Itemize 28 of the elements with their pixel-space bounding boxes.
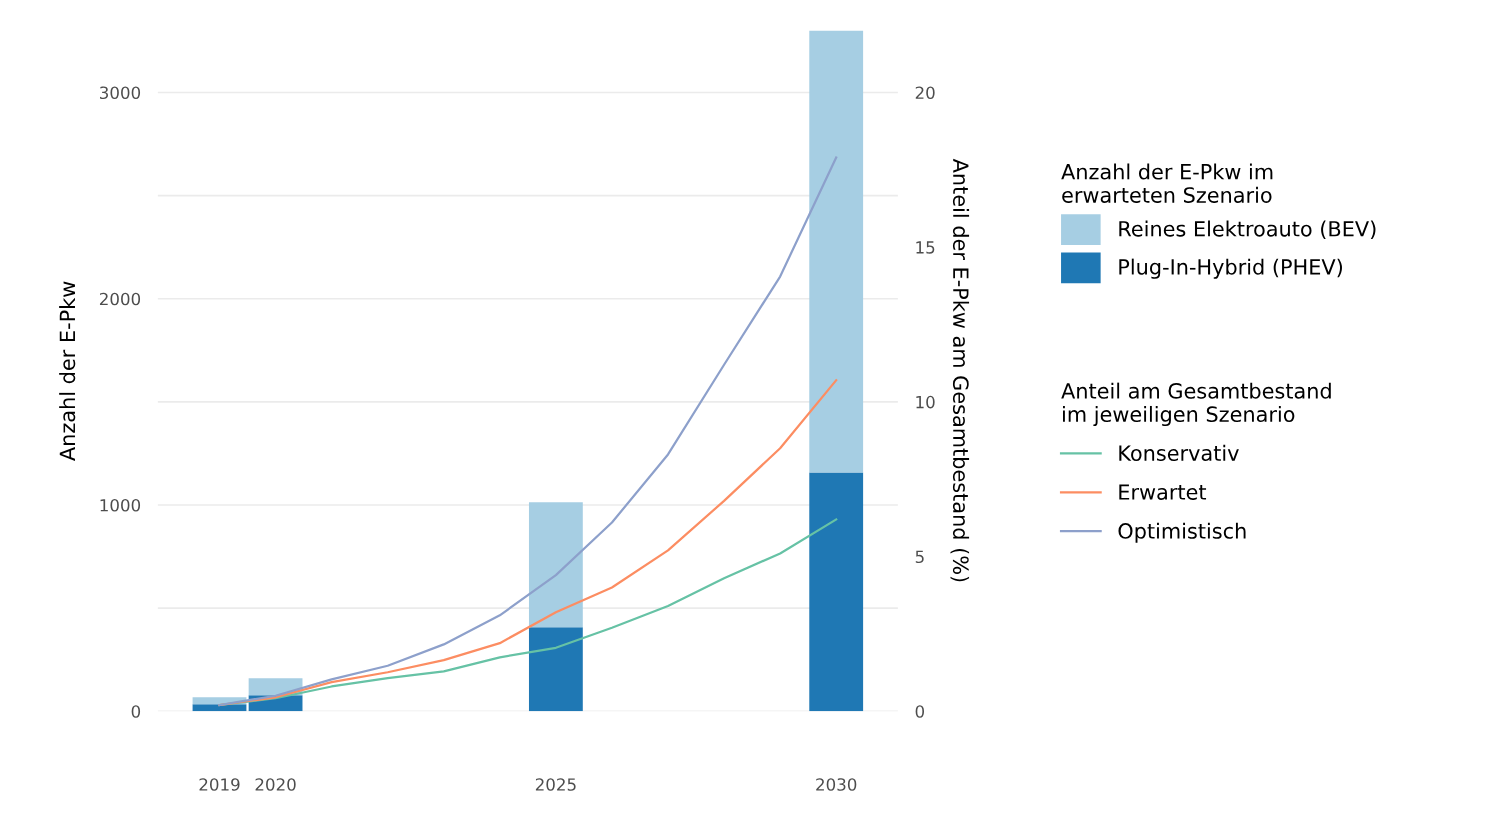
- y2-axis-title: Anteil der E-Pkw am Gesamtbestand (%): [950, 158, 970, 582]
- y2-tick-label: 5: [915, 550, 924, 564]
- bar: [192, 704, 247, 712]
- y-axis-title: Anzahl der E-Pkw: [59, 281, 76, 461]
- legend-label: Reines Elektroauto (BEV): [1119, 220, 1376, 240]
- x-tick-label: 2025: [535, 778, 576, 791]
- line-series: [218, 156, 838, 707]
- y-tick-label: 2000: [99, 292, 141, 306]
- x-tick-label: 2019: [199, 778, 240, 791]
- text: Anteil am Gesamtbestand im jeweiligen Szenario: [1061, 382, 1331, 427]
- legend-label: Plug-In-Hybrid (PHEV): [1119, 258, 1342, 279]
- bar: [528, 627, 583, 712]
- y-tick-label: 1000: [100, 498, 141, 512]
- bar: [528, 502, 583, 628]
- y2-tick-label: 10: [916, 395, 935, 409]
- y2-tick-label: 15: [916, 241, 935, 254]
- y2-tick-label: 0: [915, 705, 925, 718]
- x-tick-label: 2020: [255, 778, 296, 791]
- x-tick-label: 2030: [816, 778, 857, 791]
- legend-label: Konservativ: [1119, 444, 1239, 461]
- y2-tick-label: 20: [915, 86, 935, 100]
- y-tick-label: 3000: [100, 86, 141, 100]
- bar: [809, 30, 864, 473]
- y-tick-label: 0: [131, 705, 141, 718]
- bar: [809, 472, 864, 712]
- legend-label: Erwartet: [1119, 484, 1207, 500]
- text: Anzahl der E-Pkw im erwarteten Szenario: [1061, 163, 1273, 203]
- legend-label: Optimistisch: [1118, 522, 1246, 543]
